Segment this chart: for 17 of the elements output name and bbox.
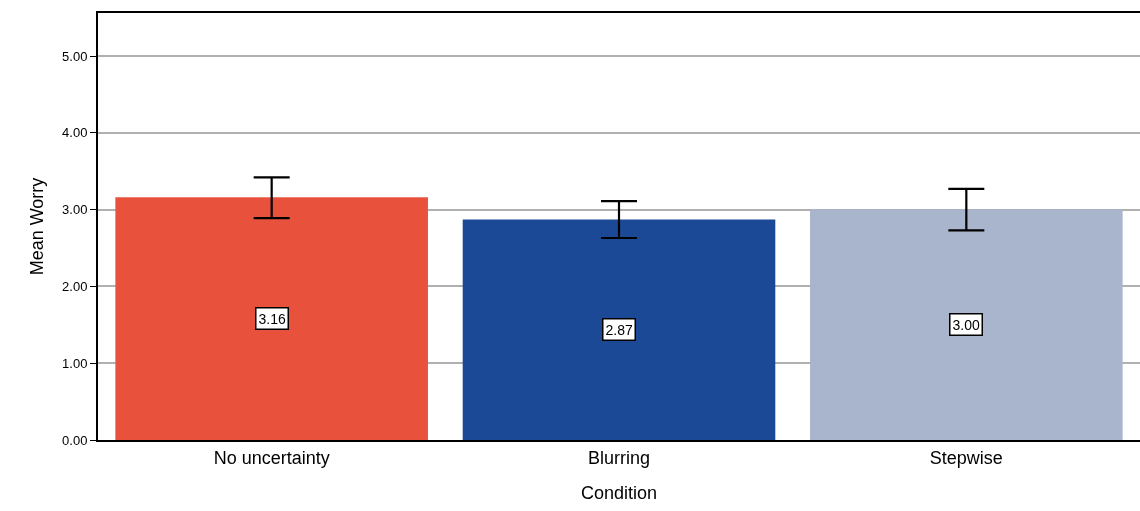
x-tick-label: No uncertainty <box>213 447 330 468</box>
y-tick-label: 1.00 <box>62 355 88 371</box>
y-tick-label: 2.00 <box>62 278 88 294</box>
bar <box>810 209 1123 440</box>
x-axis-title: Condition <box>580 483 658 504</box>
y-tick-label: 4.00 <box>62 125 88 141</box>
bar <box>462 219 776 440</box>
data-label: 3.16 <box>258 310 286 327</box>
x-tick-label: Stepwise <box>929 447 1003 468</box>
y-tick-label: 0.00 <box>62 432 88 448</box>
y-tick-label: 3.00 <box>62 202 88 218</box>
y-tick-label: 5.00 <box>62 48 88 64</box>
x-tick-label: Blurring <box>587 447 651 468</box>
data-label: 3.00 <box>952 316 980 333</box>
bar <box>115 197 428 440</box>
y-axis-title: Mean Worry <box>26 177 47 276</box>
data-label: 2.87 <box>605 321 633 338</box>
